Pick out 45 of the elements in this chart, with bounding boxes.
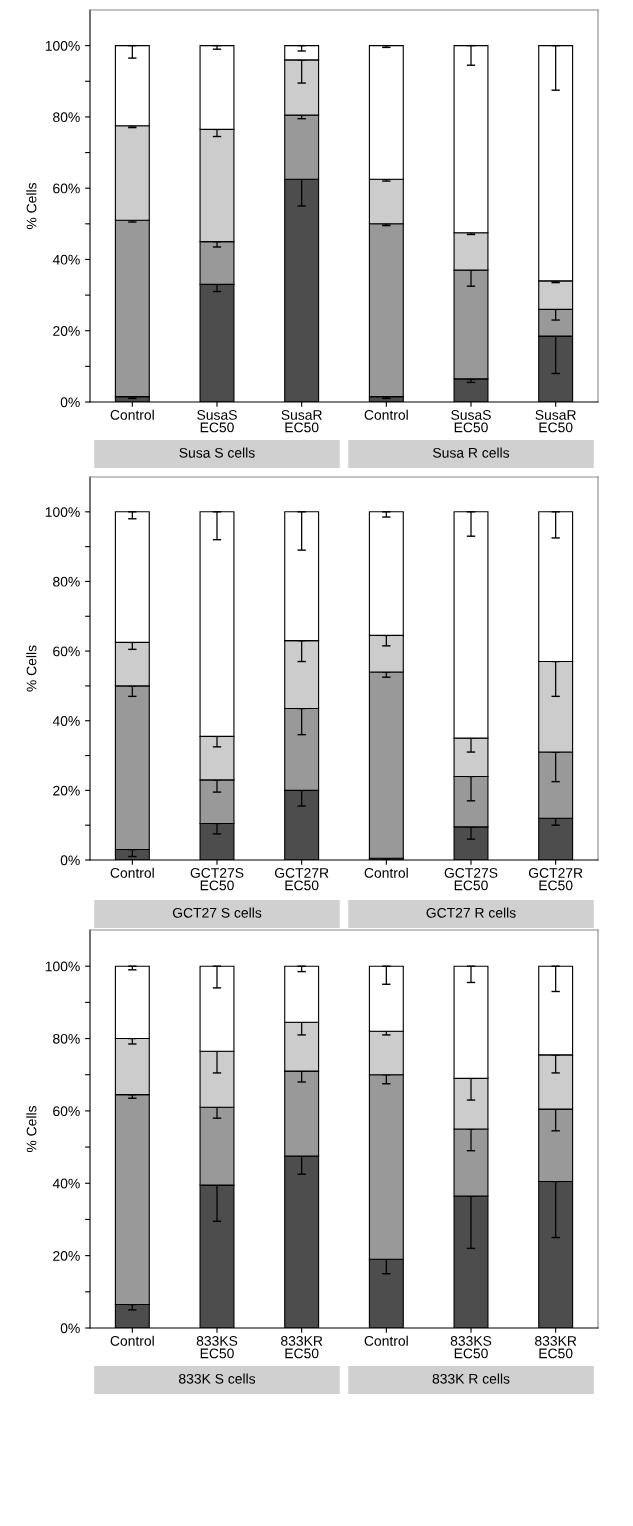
- text: 833K S cells: [179, 1373, 256, 1384]
- y-tick-label: 80%: [53, 1033, 80, 1044]
- text: Susa R cells: [433, 447, 510, 458]
- y-tick-label: 100%: [45, 507, 80, 517]
- x-tick-label: 833KS EC50: [450, 1336, 492, 1359]
- y-tick-label: 40%: [52, 716, 80, 726]
- y-tick-label: 0%: [60, 855, 80, 866]
- y-tick-label: 20%: [53, 1250, 80, 1261]
- x-tick-label: SusaS EC50: [451, 410, 491, 433]
- x-tick-label: 833KS EC50: [196, 1336, 238, 1359]
- text: Susa S cells: [179, 447, 255, 458]
- y-axis-title: % Cells: [26, 182, 37, 230]
- x-tick-label: GCT27S EC50: [444, 868, 498, 891]
- y-axis-title: % Cells: [26, 645, 37, 692]
- x-tick-label: Control: [364, 409, 408, 420]
- x-tick-label: GCT27S EC50: [190, 868, 244, 891]
- y-tick-label: 20%: [53, 785, 80, 796]
- x-tick-label: GCT27R EC50: [528, 868, 583, 891]
- x-tick-label: SusaS EC50: [197, 410, 237, 433]
- x-tick-label: Control: [110, 1335, 154, 1346]
- x-tick-label: Control: [364, 867, 408, 878]
- y-tick-label: 80%: [53, 576, 80, 587]
- y-tick-label: 100%: [45, 40, 80, 51]
- x-tick-label: 833KR EC50: [535, 1336, 577, 1359]
- text: GCT27 R cells: [426, 907, 516, 918]
- text: 833K R cells: [432, 1373, 510, 1384]
- x-tick-label: SusaR EC50: [281, 410, 322, 433]
- x-tick-label: Control: [364, 1335, 408, 1346]
- y-tick-label: 20%: [53, 326, 80, 336]
- y-tick-label: 40%: [52, 1178, 80, 1189]
- x-tick-label: Control: [110, 409, 154, 420]
- y-tick-label: 80%: [53, 112, 80, 123]
- x-tick-label: GCT27R EC50: [274, 868, 329, 891]
- text: GCT27 S cells: [172, 907, 262, 918]
- y-axis-title: % Cells: [26, 1105, 37, 1153]
- y-tick-label: 0%: [60, 1323, 80, 1334]
- y-tick-label: 60%: [53, 646, 80, 657]
- y-tick-label: 100%: [45, 961, 80, 972]
- x-tick-label: Control: [110, 867, 154, 878]
- y-tick-label: 0%: [60, 397, 80, 408]
- x-tick-label: 833KR EC50: [281, 1336, 323, 1359]
- y-tick-label: 60%: [53, 1106, 80, 1117]
- y-tick-label: 40%: [52, 254, 80, 265]
- x-tick-label: SusaR EC50: [535, 410, 576, 433]
- y-tick-label: 60%: [53, 183, 80, 194]
